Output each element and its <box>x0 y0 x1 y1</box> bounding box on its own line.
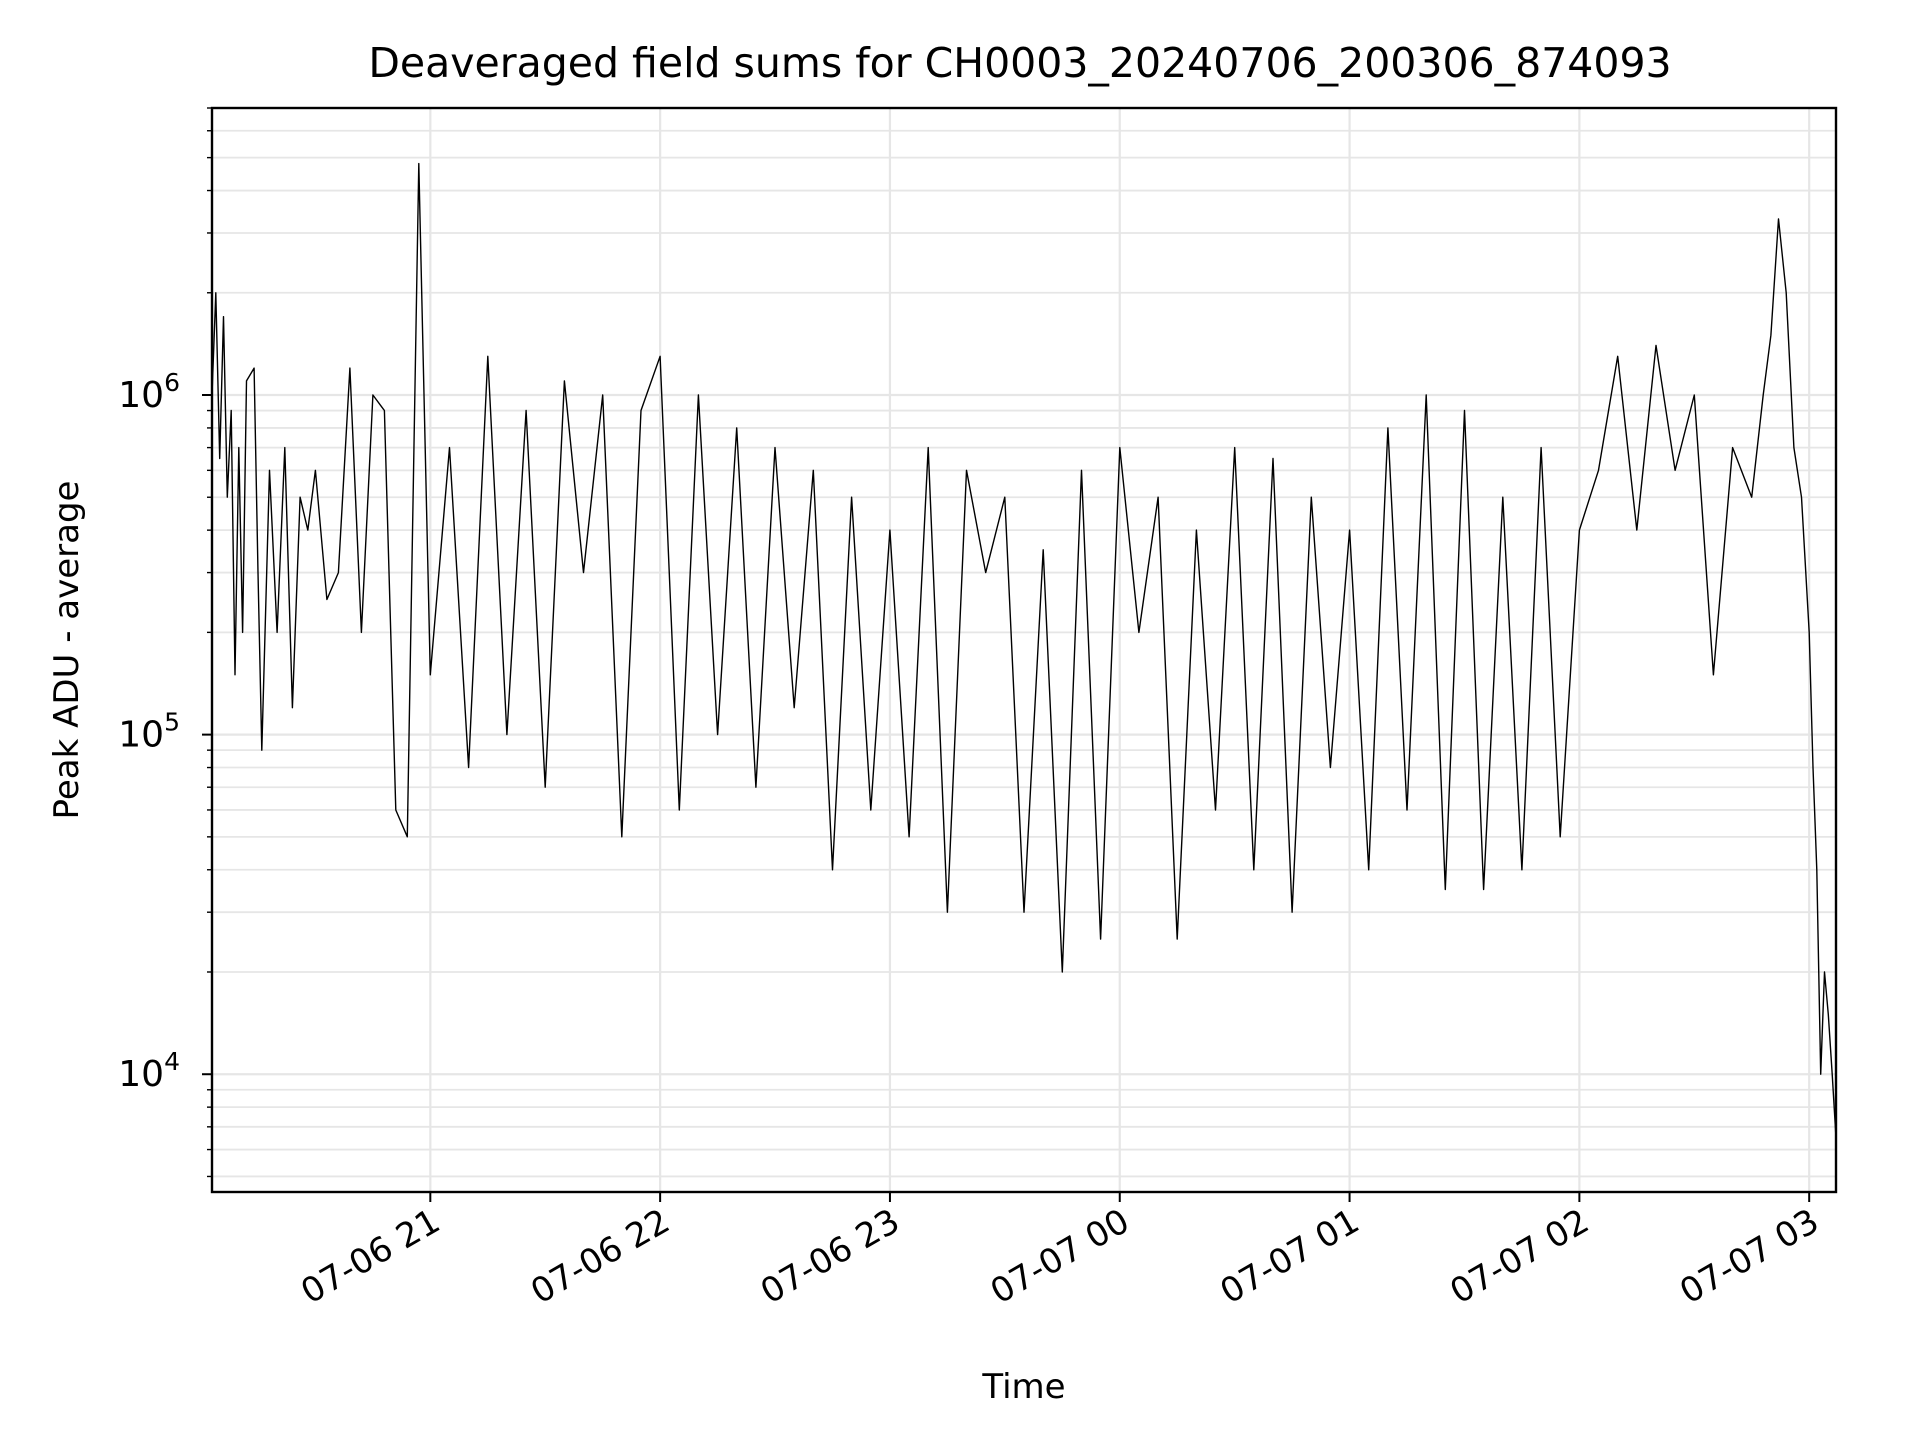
y-tick-label: 106 <box>118 368 180 416</box>
y-axis-label: Peak ADU - average <box>47 481 87 820</box>
series-line <box>211 162 1837 1138</box>
y-tick-label: 104 <box>118 1047 180 1095</box>
chart-title: Deaveraged field sums for CH0003_2024070… <box>368 39 1671 87</box>
x-axis-label: Time <box>981 1367 1065 1407</box>
y-tick-label: 105 <box>118 708 180 756</box>
plot-frame <box>210 106 1838 1194</box>
y-axis: 104 105 106 <box>118 107 212 1178</box>
